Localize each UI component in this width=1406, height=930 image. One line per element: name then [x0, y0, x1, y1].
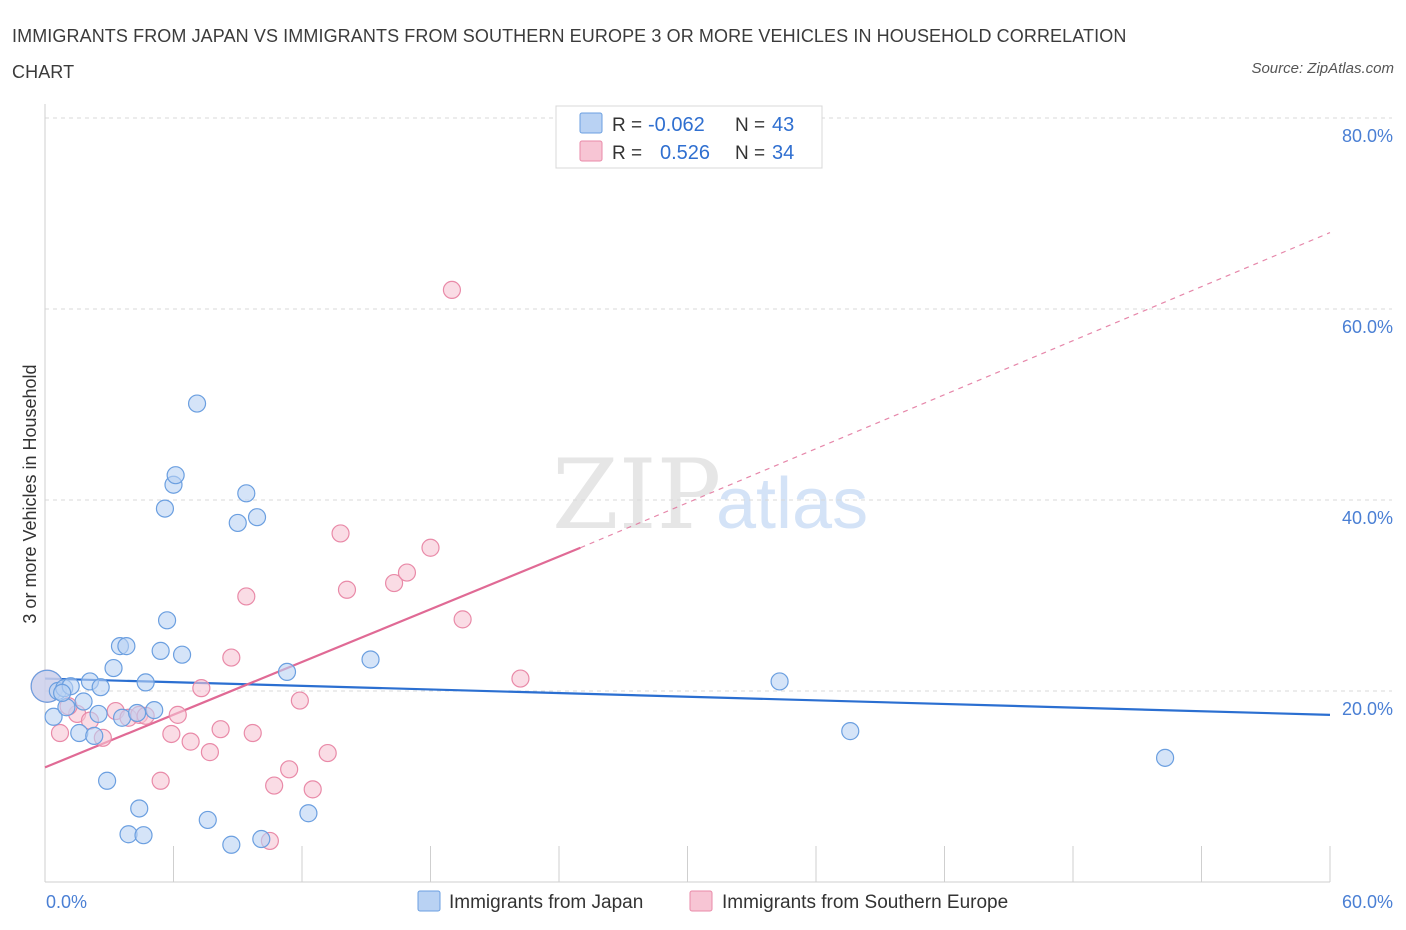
point-seu: [331, 524, 350, 543]
point-japan: [841, 722, 860, 741]
point-seu: [384, 573, 404, 593]
data-points: [30, 280, 1175, 854]
point-seu: [50, 723, 70, 743]
point-seu: [237, 587, 256, 606]
legend-r-label-japan: R =: [612, 115, 642, 136]
chart-title: IMMIGRANTS FROM JAPAN VS IMMIGRANTS FROM…: [12, 26, 1127, 82]
point-japan: [228, 513, 247, 533]
trendline-seu: [44, 546, 581, 769]
point-seu: [290, 691, 309, 710]
point-seu: [318, 743, 337, 763]
point-japan: [222, 835, 241, 854]
axes: [44, 104, 1331, 883]
legend-swatch-seu: [579, 140, 603, 162]
point-japan: [155, 499, 175, 518]
point-seu: [303, 780, 322, 799]
point-seu: [265, 776, 284, 795]
point-japan: [44, 707, 63, 726]
point-seu: [151, 771, 170, 790]
point-seu: [421, 538, 440, 557]
y-tick-label: 40.0%: [1342, 508, 1393, 528]
legend-r-label-seu: R =: [612, 143, 642, 164]
legend-n-value-japan: 43: [772, 114, 794, 136]
point-seu: [442, 280, 462, 299]
point-seu: [453, 610, 472, 629]
point-seu: [162, 724, 181, 744]
point-japan: [112, 708, 132, 727]
trend-lines: [44, 232, 1331, 769]
point-japan: [136, 673, 155, 692]
watermark-zip: ZIP: [552, 439, 721, 551]
point-japan: [187, 394, 207, 413]
point-japan: [70, 723, 89, 743]
legend-n-label-seu: N =: [735, 143, 765, 164]
point-seu: [397, 563, 417, 582]
point-japan: [770, 672, 789, 691]
legend-r-value-seu: 0.526: [660, 142, 710, 164]
y-tick-label: 20.0%: [1342, 699, 1393, 719]
point-japan: [104, 658, 123, 678]
trendline-seu-extension: [580, 232, 1331, 549]
point-japan: [134, 826, 153, 845]
legend-r-value-japan: -0.062: [648, 114, 705, 136]
series-legend-swatch-japan: [417, 890, 441, 912]
legend-n-label-japan: N =: [735, 115, 765, 136]
watermark-atlas: atlas: [716, 464, 868, 544]
source-label: Source: ZipAtlas.com: [1251, 60, 1394, 77]
legend-swatch-japan: [579, 112, 603, 134]
point-japan: [237, 484, 256, 503]
point-seu: [280, 760, 299, 779]
legend-n-value-seu: 34: [772, 142, 794, 164]
trendline-japan: [44, 677, 1331, 716]
tick-labels: 20.0% 40.0% 60.0% 80.0% 0.0% 60.0%: [46, 126, 1393, 912]
point-japan: [172, 645, 192, 664]
x-tick-label: 0.0%: [46, 892, 87, 912]
point-japan: [361, 650, 380, 669]
point-seu: [192, 679, 211, 698]
series-legend-label-japan: Immigrants from Japan: [449, 892, 643, 913]
point-japan: [53, 683, 72, 703]
point-japan: [130, 799, 149, 818]
point-japan: [74, 692, 93, 711]
x-tick-label: 60.0%: [1342, 892, 1393, 912]
point-seu: [211, 720, 230, 739]
point-japan: [151, 641, 170, 660]
point-japan: [98, 771, 117, 790]
point-seu: [243, 723, 262, 743]
point-seu: [222, 648, 241, 667]
point-japan: [157, 611, 177, 630]
point-japan: [277, 662, 297, 682]
y-tick-label: 60.0%: [1342, 317, 1393, 337]
stats-legend: R = -0.062 N = 43 R = 0.526 N = 34: [555, 105, 823, 169]
series-legend-swatch-seu: [689, 890, 713, 912]
point-japan: [91, 678, 110, 697]
point-japan: [198, 810, 217, 830]
point-japan: [1155, 748, 1175, 767]
y-tick-label: 80.0%: [1342, 126, 1393, 146]
point-seu: [168, 705, 187, 724]
point-japan: [85, 726, 104, 745]
point-japan: [252, 829, 271, 849]
y-axis-label: 3 or more Vehicles in Household: [20, 364, 40, 623]
point-japan: [117, 637, 136, 656]
point-japan: [145, 700, 164, 720]
point-seu: [337, 580, 357, 599]
point-japan: [299, 804, 318, 823]
point-japan: [89, 704, 108, 724]
point-seu: [181, 732, 200, 751]
point-seu: [200, 743, 220, 762]
point-seu: [511, 669, 530, 688]
point-japan: [247, 508, 267, 527]
point-japan: [166, 466, 185, 485]
series-legend-label-seu: Immigrants from Southern Europe: [722, 892, 1008, 913]
series-legend: Immigrants from Japan Immigrants from So…: [417, 890, 1008, 913]
point-japan: [127, 703, 147, 723]
